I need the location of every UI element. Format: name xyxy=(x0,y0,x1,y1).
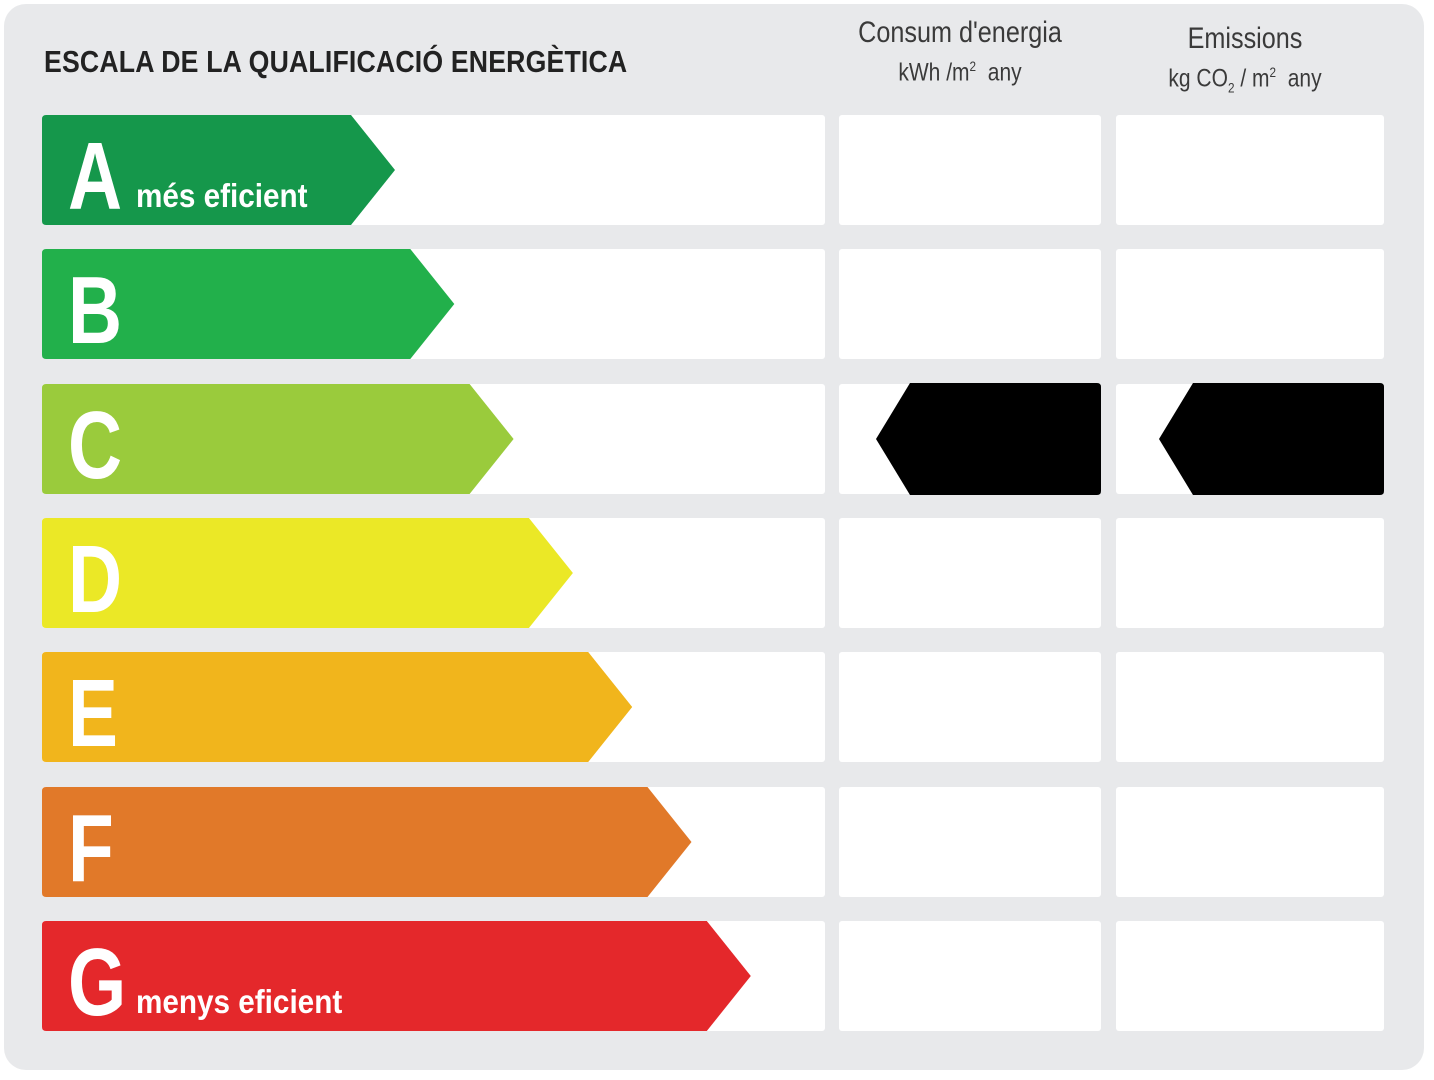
band-arrow-c xyxy=(42,384,514,494)
emissions-cell-g xyxy=(1116,921,1384,1031)
emissions-cell-a xyxy=(1116,115,1384,225)
energy-cell-g xyxy=(839,921,1101,1031)
energy-rating-marker xyxy=(876,383,1101,495)
energy-column-unit: kWh /m2 any xyxy=(898,58,1022,87)
band-arrow-g xyxy=(42,921,751,1031)
band-arrow-e xyxy=(42,652,633,762)
energy-cell-d xyxy=(839,518,1101,628)
emissions-rating-marker xyxy=(1159,383,1384,495)
band-letter-f: F xyxy=(68,795,114,902)
emissions-cell-d xyxy=(1116,518,1384,628)
band-arrow-a xyxy=(42,115,395,225)
band-letter-d: D xyxy=(68,526,122,633)
band-letter-e: E xyxy=(68,660,118,767)
band-letter-g: G xyxy=(68,929,126,1036)
band-letter-c: C xyxy=(68,392,122,499)
energy-cell-e xyxy=(839,652,1101,762)
energy-column-header: Consum d'energia kWh /m2 any xyxy=(838,16,1082,87)
emissions-column-title: Emissions xyxy=(1187,22,1303,55)
band-arrow-f xyxy=(42,787,692,897)
band-arrow-d xyxy=(42,518,573,628)
band-label-g: menys eficient xyxy=(136,984,343,1021)
emissions-cell-e xyxy=(1116,652,1384,762)
emissions-column-unit: kg CO2 / m2 any xyxy=(1168,64,1322,96)
emissions-cell-f xyxy=(1116,787,1384,897)
emissions-column-header: Emissions kg CO2 / m2 any xyxy=(1116,22,1374,95)
energy-column-title: Consum d'energia xyxy=(858,16,1062,49)
page-title: ESCALA DE LA QUALIFICACIÓ ENERGÈTICA xyxy=(44,44,628,79)
band-letter-a: A xyxy=(68,123,122,230)
band-letter-b: B xyxy=(68,257,122,364)
band-label-a: més eficient xyxy=(136,178,308,215)
energy-cell-b xyxy=(839,249,1101,359)
energy-cell-a xyxy=(839,115,1101,225)
emissions-cell-b xyxy=(1116,249,1384,359)
band-arrow-b xyxy=(42,249,455,359)
energy-cell-f xyxy=(839,787,1101,897)
